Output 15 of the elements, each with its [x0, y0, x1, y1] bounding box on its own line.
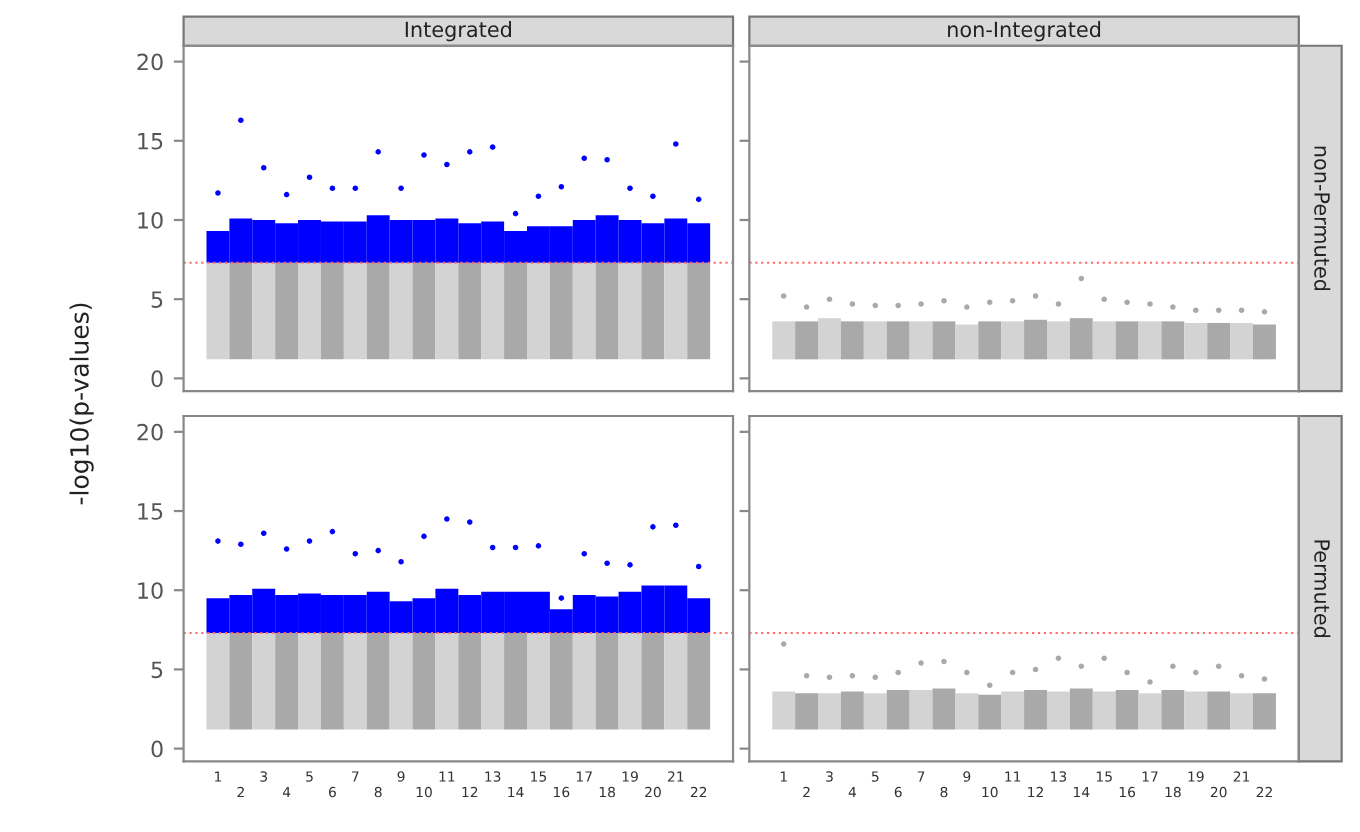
- y-tick-label: 5: [151, 291, 163, 308]
- text: non-Permuted: [1314, 146, 1331, 291]
- y-tick-label: 5: [151, 661, 163, 679]
- chart-title: Integrated: [405, 21, 511, 42]
- chart-title: non-Integrated: [948, 21, 1101, 42]
- y-tick-label: 15: [138, 503, 163, 520]
- y-tick-label: 0: [151, 370, 163, 388]
- y-tick-label: 20: [137, 53, 163, 71]
- y-tick-label: 20: [137, 423, 163, 441]
- y-tick-label: 15: [138, 133, 163, 150]
- y-tick-label: 10: [138, 211, 163, 229]
- text: Permuted: [1314, 540, 1331, 638]
- y-tick-label: 10: [138, 582, 163, 599]
- y-tick-label: 0: [151, 740, 163, 758]
- y-axis-title: -log10(p-values): [69, 303, 94, 505]
